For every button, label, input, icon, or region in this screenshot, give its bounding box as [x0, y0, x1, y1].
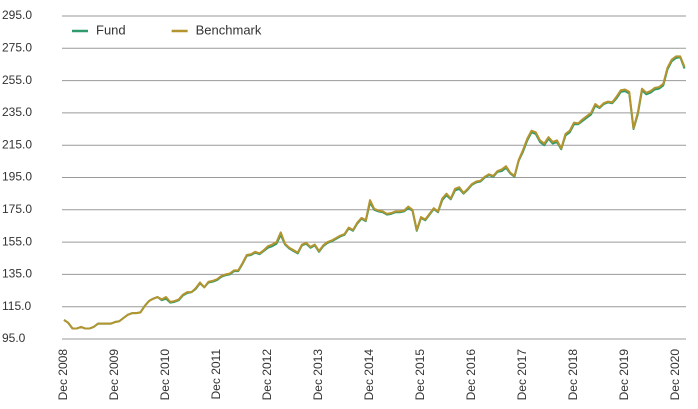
- x-tick-label: Dec 2016: [464, 349, 478, 401]
- y-tick-label: 275.0: [2, 40, 32, 54]
- y-tick-label: 135.0: [2, 267, 32, 281]
- x-tick-label: Dec 2018: [566, 349, 580, 401]
- x-tick-label: Dec 2015: [413, 349, 427, 401]
- series-line: [63, 56, 686, 330]
- legend-label: Benchmark: [196, 22, 262, 37]
- y-tick-label: 255.0: [2, 73, 32, 87]
- x-tick-label: Dec 2017: [515, 349, 529, 401]
- y-tick-label: 155.0: [2, 234, 32, 248]
- series-line: [63, 55, 686, 330]
- y-tick-label: 295.0: [2, 8, 32, 22]
- y-tick-label: 175.0: [2, 202, 32, 216]
- x-tick-label: Dec 2011: [209, 349, 223, 400]
- y-tick-label: 115.0: [2, 299, 31, 313]
- legend: Fund Benchmark: [72, 22, 262, 37]
- x-tick-label: Dec 2014: [362, 349, 376, 401]
- x-tick-label: Dec 2010: [158, 349, 172, 401]
- legend-label: Fund: [96, 22, 126, 37]
- y-tick-label: 215.0: [2, 137, 32, 151]
- x-tick-label: Dec 2012: [260, 349, 274, 401]
- y-tick-label: 95.0: [2, 331, 26, 345]
- x-tick-label: Dec 2019: [617, 349, 631, 401]
- y-tick-label: 195.0: [2, 170, 32, 184]
- x-tick-label: Dec 2013: [311, 349, 325, 401]
- x-tick-label: Dec 2020: [668, 349, 682, 401]
- x-tick-label: Dec 2009: [107, 349, 121, 401]
- y-tick-label: 235.0: [2, 105, 32, 119]
- x-tick-label: Dec 2008: [56, 349, 70, 401]
